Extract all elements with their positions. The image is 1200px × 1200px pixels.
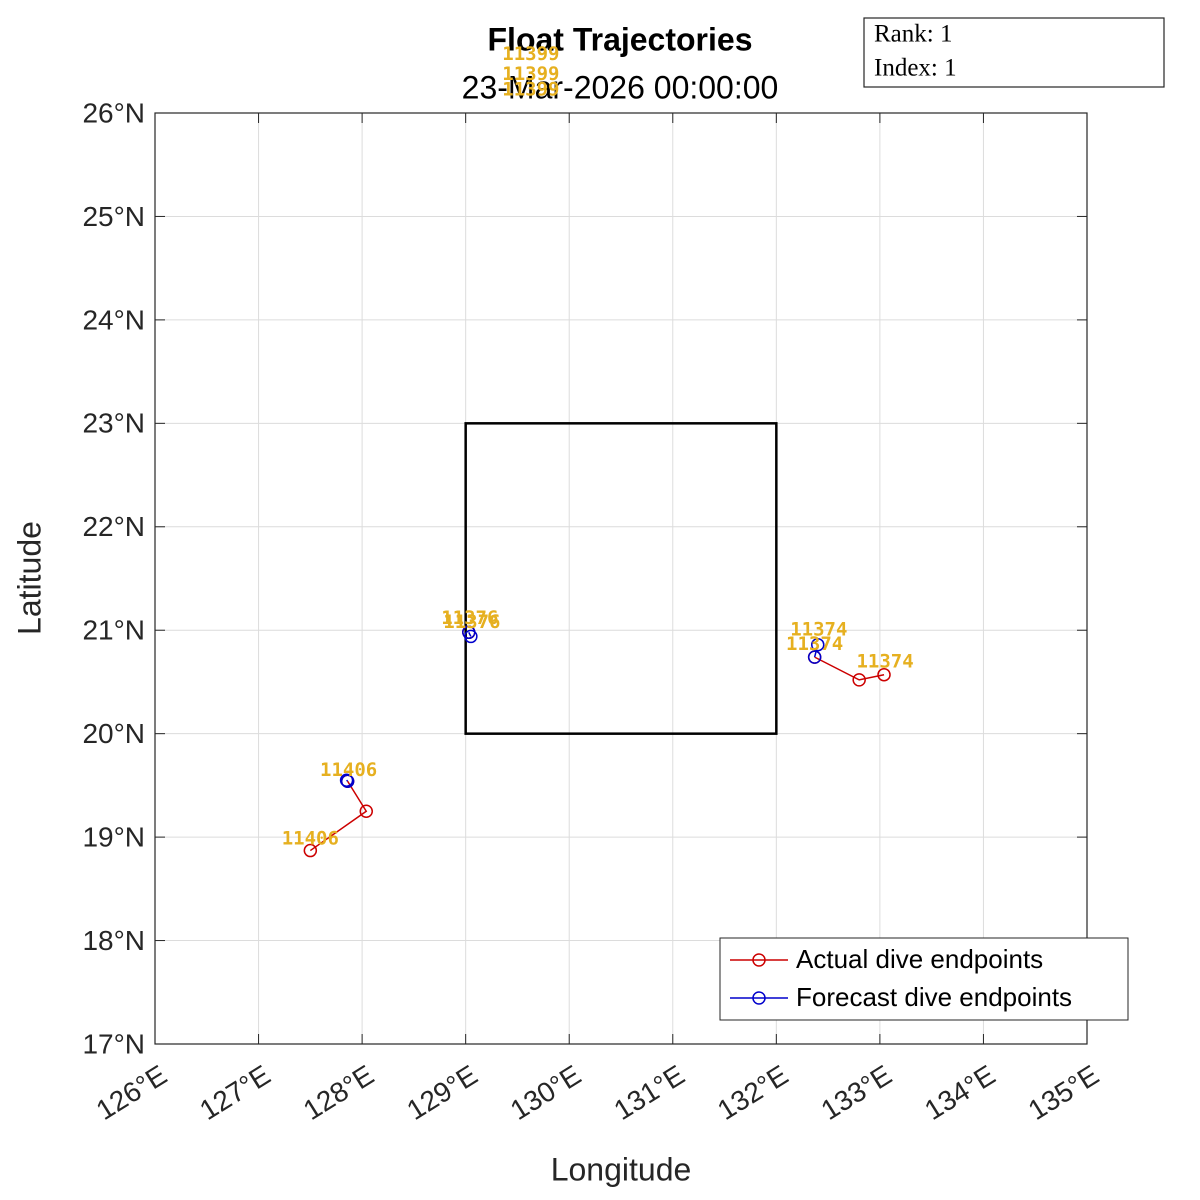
float-label: 11374 [856,650,913,672]
x-tick-label: 133°E [816,1059,897,1126]
float-label: 11374 [786,633,843,655]
legend-marker [752,991,766,1005]
legend-box [719,937,1129,1021]
y-tick-label: 17°N [82,1028,145,1059]
x-tick-label: 126°E [91,1059,172,1126]
endpoint-marker [339,773,354,787]
y-tick-label: 20°N [82,718,145,749]
float-label: 11376 [441,607,498,629]
endpoint-marker [340,774,355,789]
x-tick-label: 128°E [298,1059,379,1126]
x-tick-label: 129°E [401,1059,482,1126]
y-tick-label: 26°N [82,97,145,128]
axes-frame [154,112,1088,1045]
float-label: 11374 [790,618,847,640]
x-tick-label: 127°E [194,1059,275,1126]
endpoint-marker [464,629,478,644]
chart-subtitle: 23-Mar-2026 00:00:00 [462,69,779,105]
float-label: 11376 [443,611,500,633]
info-rank: Rank: 1 [874,21,952,48]
legend-label: Actual dive endpoints [796,944,1043,974]
endpoint-marker [852,673,866,687]
endpoint-marker [303,843,318,858]
y-tick-label: 25°N [82,201,145,232]
float-label: 11399 [502,43,559,65]
x-tick-label: 132°E [712,1059,793,1126]
y-tick-label: 22°N [82,511,145,542]
float-label: 11399 [502,63,559,85]
y-tick-label: 24°N [82,304,145,335]
y-axis-label: Latitude [11,521,47,635]
x-tick-label: 135°E [1023,1059,1104,1126]
plot-area [155,113,1087,1044]
endpoint-marker [359,804,374,818]
region-box [464,422,778,735]
float-label: 11399 [502,78,559,100]
trajectory-line [309,656,885,852]
y-tick-label: 23°N [82,408,145,439]
info-box [863,17,1165,88]
y-tick-label: 21°N [82,615,145,646]
endpoint-marker [807,650,822,664]
y-tick-label: 19°N [82,822,145,853]
chart-title: Float Trajectories [488,21,753,57]
x-tick-label: 131°E [608,1059,689,1126]
x-axis-label: Longitude [551,1151,692,1187]
x-tick-label: 134°E [919,1059,1000,1126]
legend-marker [752,953,766,967]
info-index: Index: 1 [874,55,957,82]
endpoint-marker [811,637,825,652]
endpoint-marker [877,667,891,682]
float-label: 11406 [320,759,377,781]
y-tick-label: 18°N [82,925,145,956]
float-label: 11406 [282,827,339,849]
x-tick-label: 130°E [505,1059,586,1126]
legend-label: Forecast dive endpoints [796,982,1072,1012]
